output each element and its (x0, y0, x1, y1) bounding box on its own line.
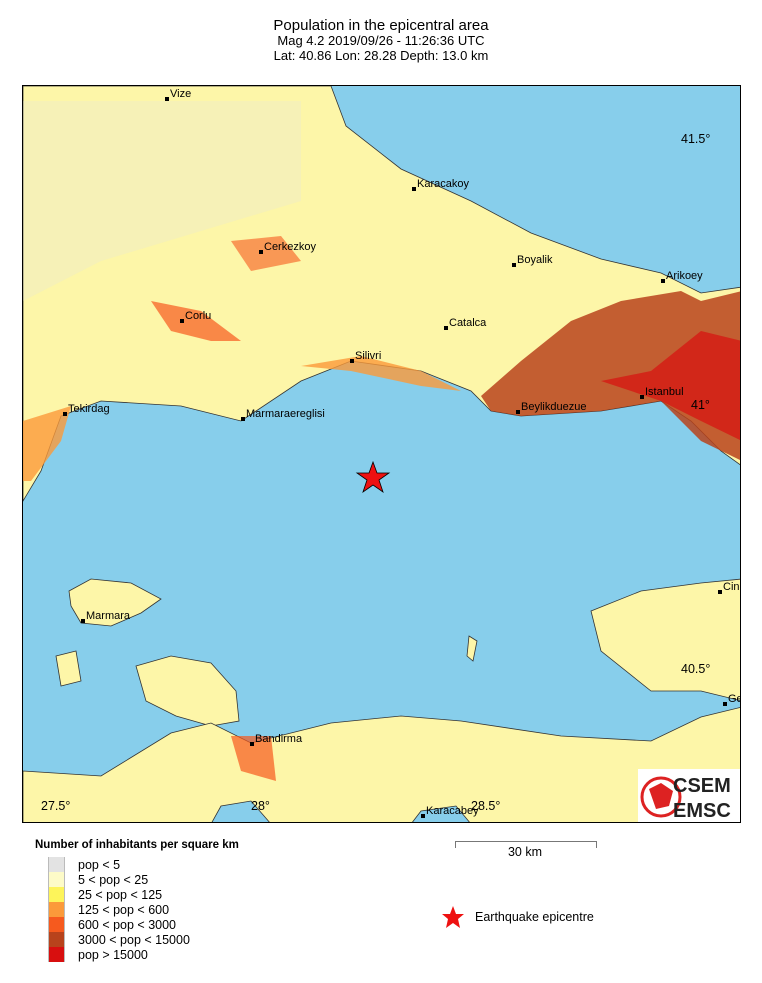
legend-item: 3000 < pop < 15000 (48, 932, 190, 947)
city-label: Marmaraereglisi (246, 408, 325, 420)
lon-label: 28° (251, 799, 270, 813)
city-label: Beylikduezue (521, 401, 586, 413)
legend-label: pop > 15000 (78, 947, 148, 962)
city-label: Karacakoy (417, 178, 469, 190)
city-labels: Vize Karacakoy Cerkezkoy Boyalik Arikoey Corl… (63, 88, 741, 818)
logo-text-csem: CSEM (673, 775, 731, 797)
city-marker (165, 97, 169, 101)
population-hotspots (23, 101, 740, 781)
city-label: Cerkezkoy (264, 241, 316, 253)
city-label: Cin (723, 581, 740, 593)
logo-text-emsc: EMSC (673, 800, 731, 822)
city-label: Vize (170, 88, 191, 100)
epicentre-label: Earthquake epicentre (475, 910, 594, 924)
map-title: Population in the epicentral area (273, 17, 489, 34)
city-marker (516, 410, 520, 414)
city-label: Silivri (355, 350, 381, 362)
epicentre-star-icon (355, 460, 391, 494)
city-marker (63, 412, 67, 416)
legend-swatch (48, 917, 65, 932)
city-marker (259, 250, 263, 254)
scale-bar (455, 841, 597, 848)
city-marker (412, 187, 416, 191)
csem-emsc-logo: CSEM EMSC (638, 769, 740, 822)
city-marker (350, 359, 354, 363)
legend-swatch (48, 947, 65, 962)
city-label: Ge (728, 693, 741, 705)
legend-swatch (48, 887, 65, 902)
city-marker (661, 279, 665, 283)
legend-label: 125 < pop < 600 (78, 902, 170, 917)
legend-label: pop < 5 (78, 857, 121, 872)
legend-swatch (48, 872, 65, 887)
city-label: Catalca (449, 317, 487, 329)
event-location: Lat: 40.86 Lon: 28.28 Depth: 13.0 km (273, 48, 489, 63)
city-label: Arikoey (666, 270, 703, 282)
city-label: Boyalik (517, 254, 553, 266)
city-marker (640, 395, 644, 399)
city-marker (421, 814, 425, 818)
city-marker (512, 263, 516, 267)
legend-swatch (48, 932, 65, 947)
city-label: Bandirma (255, 733, 303, 745)
city-marker (180, 319, 184, 323)
star-icon (442, 906, 464, 928)
lat-label: 41.5° (681, 132, 710, 146)
city-label: Tekirdag (68, 403, 110, 415)
city-marker (723, 702, 727, 706)
legend-item: pop < 5 (48, 857, 120, 872)
legend-item: 600 < pop < 3000 (48, 917, 176, 932)
legend-title: Number of inhabitants per square km (35, 839, 239, 851)
city-marker (250, 742, 254, 746)
legend-swatch (48, 902, 65, 917)
city-marker (81, 619, 85, 623)
scale-label: 30 km (507, 845, 543, 859)
event-info: Mag 4.2 2019/09/26 - 11:26:36 UTC (277, 33, 485, 48)
legend-label: 5 < pop < 25 (78, 872, 149, 887)
legend-swatch (48, 857, 65, 872)
lon-label: 27.5° (41, 799, 70, 813)
lon-label: 28.5° (471, 799, 500, 813)
city-label: Karacabey (426, 805, 479, 817)
city-label: Istanbul (645, 386, 684, 398)
legend-label: 600 < pop < 3000 (78, 917, 177, 932)
lat-label: 40.5° (681, 662, 710, 676)
legend-label: 25 < pop < 125 (78, 887, 163, 902)
legend-item: 25 < pop < 125 (48, 887, 162, 902)
epicentre-legend: Earthquake epicentre (441, 905, 594, 929)
legend-item: pop > 15000 (48, 947, 148, 962)
city-label: Marmara (86, 610, 131, 622)
legend-label: 3000 < pop < 15000 (78, 932, 190, 947)
legend-item: 5 < pop < 25 (48, 872, 148, 887)
city-label: Corlu (185, 310, 211, 322)
legend-item: 125 < pop < 600 (48, 902, 169, 917)
city-marker (444, 326, 448, 330)
lat-label: 41° (691, 398, 710, 412)
city-marker (241, 417, 245, 421)
city-marker (718, 590, 722, 594)
population-map[interactable]: Vize Karacakoy Cerkezkoy Boyalik Arikoey Corl… (22, 85, 741, 823)
